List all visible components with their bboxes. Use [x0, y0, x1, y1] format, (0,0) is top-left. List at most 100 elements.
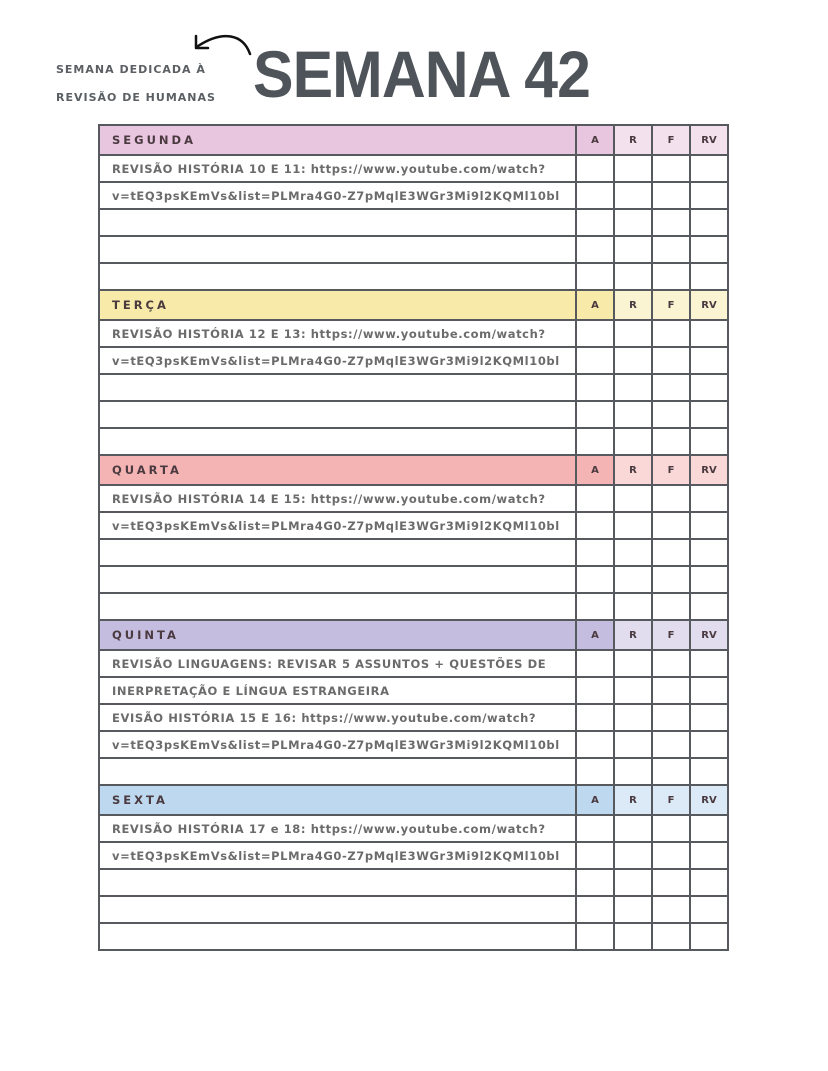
checkbox-rv[interactable]	[689, 181, 729, 210]
checkbox-a[interactable]	[575, 565, 615, 594]
checkbox-r[interactable]	[613, 262, 653, 291]
checkbox-rv[interactable]	[689, 649, 729, 678]
checkbox-rv[interactable]	[689, 319, 729, 348]
checkbox-f[interactable]	[651, 703, 691, 732]
checkbox-a[interactable]	[575, 814, 615, 843]
checkbox-f[interactable]	[651, 538, 691, 567]
checkbox-r[interactable]	[613, 730, 653, 759]
checkbox-f[interactable]	[651, 208, 691, 237]
checkbox-rv[interactable]	[689, 814, 729, 843]
checkbox-r[interactable]	[613, 154, 653, 183]
checkbox-r[interactable]	[613, 346, 653, 375]
checkbox-f[interactable]	[651, 346, 691, 375]
checkbox-a[interactable]	[575, 154, 615, 183]
checkbox-rv[interactable]	[689, 895, 729, 924]
checkbox-rv[interactable]	[689, 154, 729, 183]
checkbox-rv[interactable]	[689, 235, 729, 264]
checkbox-a[interactable]	[575, 484, 615, 513]
checkbox-f[interactable]	[651, 235, 691, 264]
checkbox-a[interactable]	[575, 676, 615, 705]
checkbox-f[interactable]	[651, 814, 691, 843]
checkbox-f[interactable]	[651, 895, 691, 924]
checkbox-rv[interactable]	[689, 703, 729, 732]
checkbox-rv[interactable]	[689, 592, 729, 621]
checkbox-rv[interactable]	[689, 484, 729, 513]
checkbox-r[interactable]	[613, 208, 653, 237]
checkbox-r[interactable]	[613, 373, 653, 402]
task-text[interactable]: REVISÃO HISTÓRIA 14 E 15: https://www.yo…	[98, 484, 577, 513]
checkbox-a[interactable]	[575, 649, 615, 678]
checkbox-a[interactable]	[575, 400, 615, 429]
task-text[interactable]: v=tEQ3psKEmVs&list=PLMra4G0-Z7pMqlE3WGr3…	[98, 841, 577, 870]
task-text[interactable]	[98, 757, 577, 786]
checkbox-rv[interactable]	[689, 565, 729, 594]
task-text[interactable]: INERPRETAÇÃO E LÍNGUA ESTRANGEIRA	[98, 676, 577, 705]
checkbox-a[interactable]	[575, 538, 615, 567]
checkbox-a[interactable]	[575, 895, 615, 924]
checkbox-a[interactable]	[575, 208, 615, 237]
checkbox-a[interactable]	[575, 262, 615, 291]
checkbox-a[interactable]	[575, 511, 615, 540]
checkbox-a[interactable]	[575, 730, 615, 759]
task-text[interactable]: v=tEQ3psKEmVs&list=PLMra4G0-Z7pMqlE3WGr3…	[98, 181, 577, 210]
task-text[interactable]: REVISÃO HISTÓRIA 10 E 11: https://www.yo…	[98, 154, 577, 183]
checkbox-r[interactable]	[613, 703, 653, 732]
checkbox-f[interactable]	[651, 484, 691, 513]
checkbox-rv[interactable]	[689, 346, 729, 375]
checkbox-rv[interactable]	[689, 676, 729, 705]
checkbox-r[interactable]	[613, 181, 653, 210]
checkbox-f[interactable]	[651, 511, 691, 540]
checkbox-f[interactable]	[651, 730, 691, 759]
checkbox-r[interactable]	[613, 511, 653, 540]
checkbox-f[interactable]	[651, 373, 691, 402]
checkbox-rv[interactable]	[689, 757, 729, 786]
checkbox-r[interactable]	[613, 814, 653, 843]
checkbox-r[interactable]	[613, 676, 653, 705]
checkbox-r[interactable]	[613, 868, 653, 897]
checkbox-f[interactable]	[651, 649, 691, 678]
checkbox-r[interactable]	[613, 427, 653, 456]
checkbox-r[interactable]	[613, 895, 653, 924]
checkbox-a[interactable]	[575, 868, 615, 897]
checkbox-r[interactable]	[613, 484, 653, 513]
checkbox-rv[interactable]	[689, 841, 729, 870]
task-text[interactable]: REVISÃO HISTÓRIA 12 E 13: https://www.yo…	[98, 319, 577, 348]
task-text[interactable]: REVISÃO HISTÓRIA 17 e 18: https://www.yo…	[98, 814, 577, 843]
task-text[interactable]	[98, 592, 577, 621]
task-text[interactable]: v=tEQ3psKEmVs&list=PLMra4G0-Z7pMqlE3WGr3…	[98, 511, 577, 540]
task-text[interactable]	[98, 262, 577, 291]
task-text[interactable]	[98, 565, 577, 594]
checkbox-r[interactable]	[613, 841, 653, 870]
task-text[interactable]: v=tEQ3psKEmVs&list=PLMra4G0-Z7pMqlE3WGr3…	[98, 346, 577, 375]
checkbox-rv[interactable]	[689, 400, 729, 429]
checkbox-f[interactable]	[651, 319, 691, 348]
task-text[interactable]: REVISÃO LINGUAGENS: REVISAR 5 ASSUNTOS +…	[98, 649, 577, 678]
checkbox-rv[interactable]	[689, 262, 729, 291]
task-text[interactable]	[98, 868, 577, 897]
task-text[interactable]	[98, 373, 577, 402]
checkbox-a[interactable]	[575, 235, 615, 264]
checkbox-f[interactable]	[651, 565, 691, 594]
checkbox-r[interactable]	[613, 649, 653, 678]
checkbox-rv[interactable]	[689, 373, 729, 402]
checkbox-f[interactable]	[651, 922, 691, 951]
checkbox-rv[interactable]	[689, 511, 729, 540]
task-text[interactable]	[98, 895, 577, 924]
task-text[interactable]: v=tEQ3psKEmVs&list=PLMra4G0-Z7pMqlE3WGr3…	[98, 730, 577, 759]
checkbox-r[interactable]	[613, 922, 653, 951]
checkbox-r[interactable]	[613, 592, 653, 621]
checkbox-a[interactable]	[575, 181, 615, 210]
checkbox-a[interactable]	[575, 319, 615, 348]
task-text[interactable]	[98, 427, 577, 456]
checkbox-a[interactable]	[575, 703, 615, 732]
checkbox-r[interactable]	[613, 757, 653, 786]
checkbox-f[interactable]	[651, 427, 691, 456]
checkbox-a[interactable]	[575, 592, 615, 621]
checkbox-f[interactable]	[651, 841, 691, 870]
checkbox-rv[interactable]	[689, 922, 729, 951]
task-text[interactable]	[98, 235, 577, 264]
checkbox-f[interactable]	[651, 592, 691, 621]
task-text[interactable]: EVISÃO HISTÓRIA 15 E 16: https://www.you…	[98, 703, 577, 732]
checkbox-f[interactable]	[651, 676, 691, 705]
checkbox-r[interactable]	[613, 565, 653, 594]
